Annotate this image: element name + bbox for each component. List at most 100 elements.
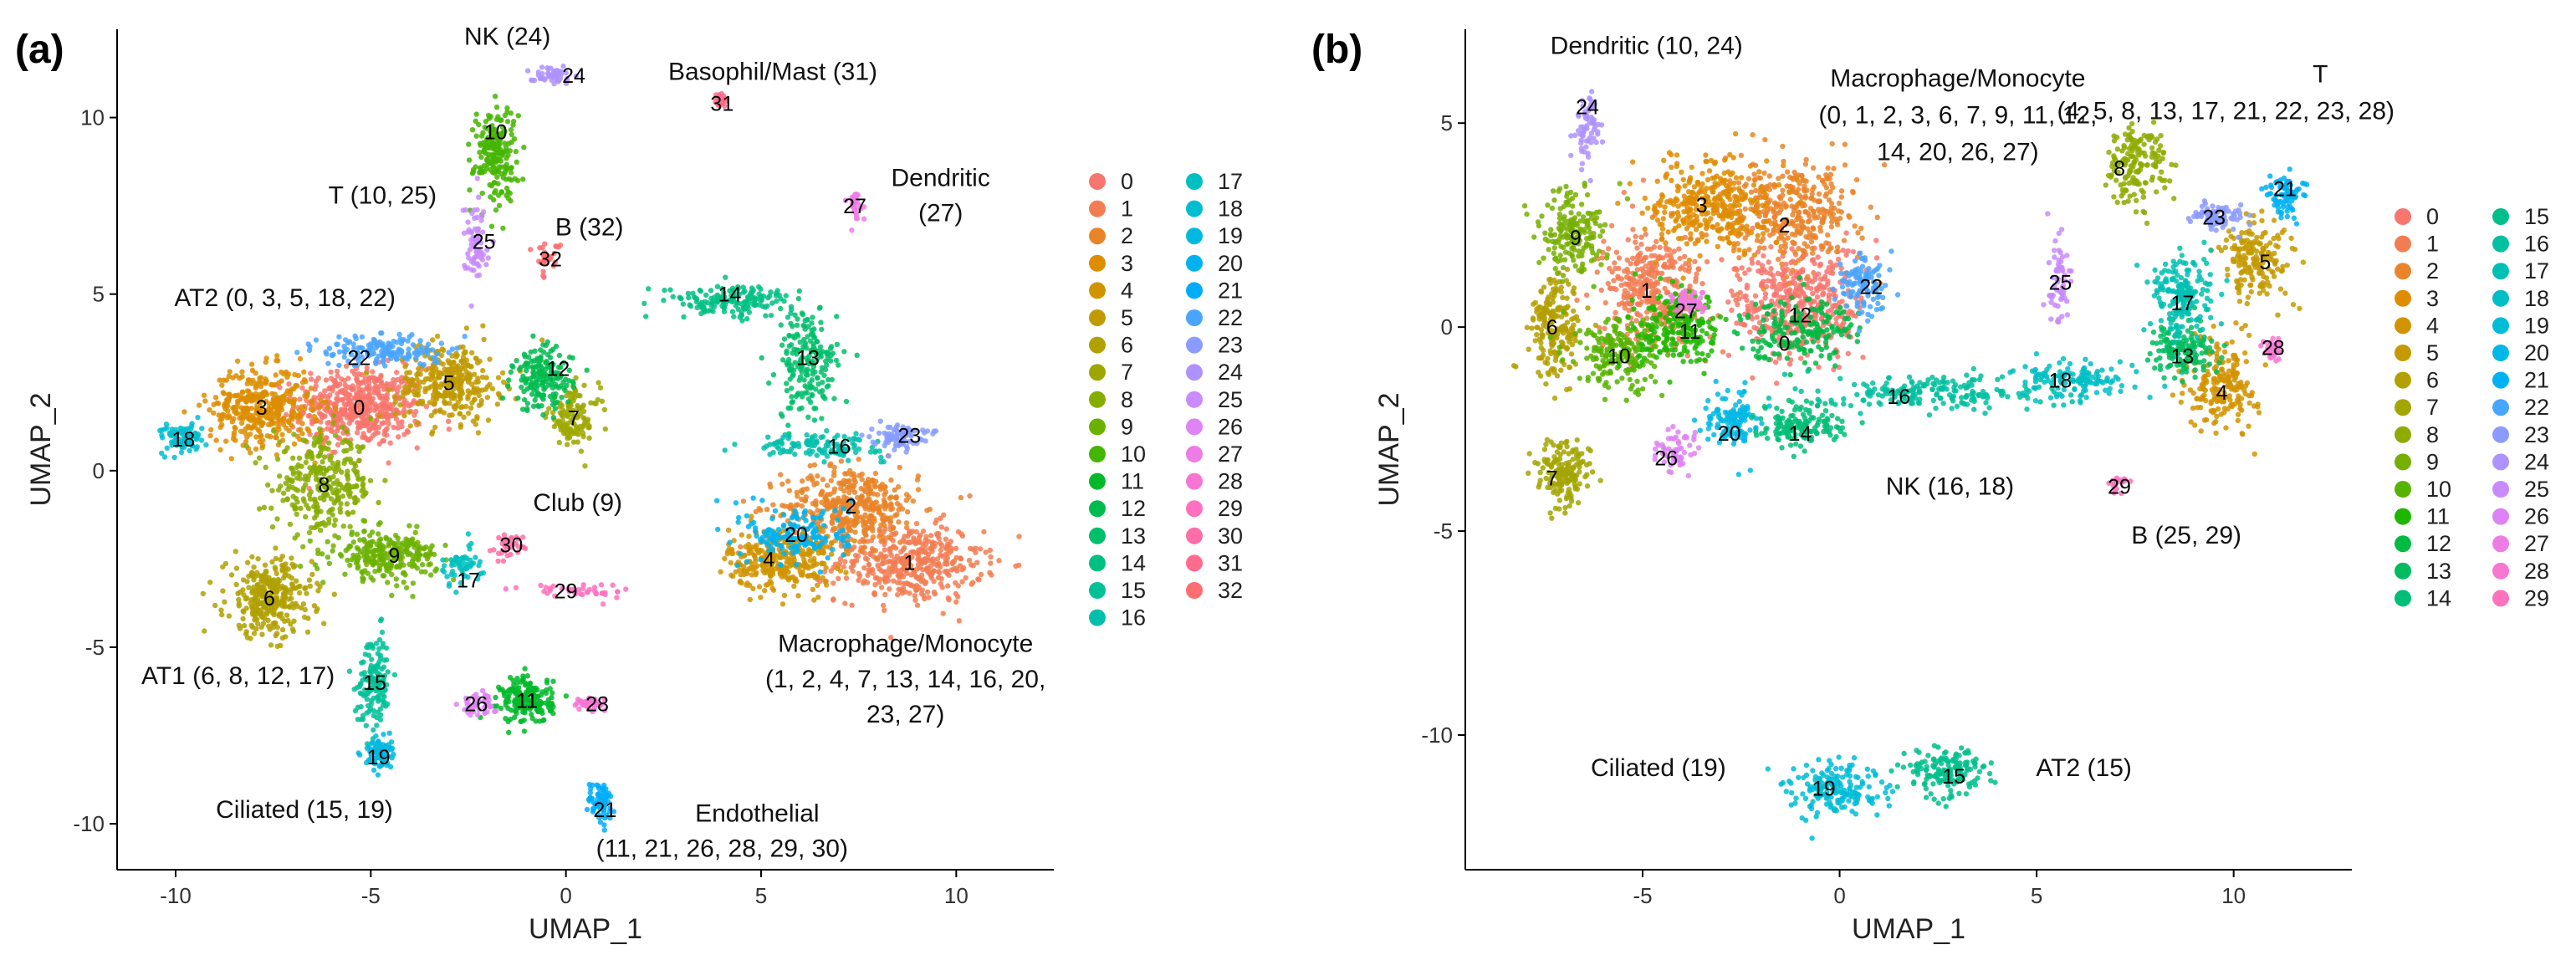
point bbox=[309, 571, 315, 578]
point bbox=[246, 585, 252, 590]
point bbox=[843, 569, 849, 575]
point bbox=[360, 444, 366, 450]
point bbox=[939, 585, 945, 590]
point bbox=[275, 576, 281, 583]
point bbox=[396, 434, 401, 440]
point bbox=[293, 486, 299, 493]
point bbox=[718, 569, 723, 575]
point bbox=[752, 296, 758, 302]
point bbox=[164, 425, 170, 431]
point bbox=[365, 410, 371, 416]
point bbox=[306, 577, 313, 583]
point bbox=[521, 145, 527, 151]
point bbox=[335, 425, 341, 432]
point bbox=[365, 385, 371, 391]
point bbox=[781, 551, 787, 557]
point bbox=[857, 548, 863, 554]
point bbox=[234, 411, 240, 416]
point bbox=[334, 396, 340, 402]
point bbox=[414, 445, 420, 451]
point bbox=[293, 412, 299, 418]
point bbox=[838, 485, 844, 492]
point bbox=[255, 556, 261, 562]
point bbox=[958, 494, 964, 501]
point bbox=[912, 597, 918, 603]
point bbox=[861, 580, 866, 586]
point bbox=[416, 365, 422, 372]
point bbox=[728, 550, 734, 556]
point bbox=[280, 490, 287, 496]
point bbox=[355, 383, 361, 389]
point bbox=[364, 365, 370, 371]
point bbox=[399, 378, 405, 384]
point bbox=[1013, 563, 1019, 569]
point bbox=[401, 562, 406, 568]
point bbox=[746, 534, 752, 539]
point bbox=[326, 560, 332, 566]
point bbox=[343, 363, 350, 369]
point bbox=[491, 180, 497, 186]
point bbox=[314, 605, 320, 612]
point bbox=[248, 361, 255, 367]
point bbox=[821, 459, 827, 465]
point bbox=[680, 301, 686, 307]
point bbox=[282, 618, 288, 624]
point bbox=[831, 597, 836, 603]
point bbox=[247, 432, 253, 437]
point bbox=[377, 717, 384, 723]
point bbox=[667, 287, 673, 293]
point bbox=[393, 411, 399, 417]
point bbox=[248, 622, 254, 628]
point bbox=[866, 492, 871, 498]
point bbox=[332, 377, 338, 384]
point bbox=[751, 552, 757, 558]
point bbox=[820, 575, 825, 581]
point bbox=[274, 516, 280, 522]
point bbox=[727, 539, 733, 545]
point bbox=[354, 531, 360, 537]
point bbox=[938, 552, 943, 558]
point bbox=[800, 572, 805, 578]
point bbox=[550, 415, 556, 421]
point bbox=[485, 417, 492, 423]
point bbox=[781, 592, 788, 599]
point bbox=[421, 545, 427, 551]
point bbox=[432, 424, 438, 431]
point bbox=[802, 326, 808, 332]
point bbox=[230, 405, 236, 411]
point bbox=[419, 562, 426, 568]
point bbox=[363, 723, 369, 728]
point bbox=[383, 656, 390, 663]
point bbox=[360, 579, 365, 585]
point bbox=[928, 533, 934, 539]
point bbox=[312, 496, 318, 503]
point bbox=[733, 569, 739, 575]
point bbox=[958, 555, 963, 562]
point bbox=[784, 387, 790, 394]
point bbox=[264, 433, 270, 439]
point bbox=[845, 524, 851, 530]
point bbox=[537, 370, 543, 375]
point bbox=[878, 454, 884, 460]
point bbox=[881, 459, 887, 465]
point bbox=[233, 392, 238, 399]
point bbox=[785, 478, 791, 484]
point bbox=[851, 474, 857, 480]
point bbox=[473, 111, 479, 117]
point bbox=[472, 396, 478, 402]
point bbox=[825, 554, 831, 561]
point bbox=[830, 547, 836, 553]
point bbox=[801, 551, 807, 557]
point bbox=[539, 337, 545, 343]
point bbox=[861, 539, 866, 544]
point bbox=[380, 393, 386, 399]
point bbox=[222, 560, 229, 567]
point bbox=[801, 377, 807, 383]
point bbox=[865, 525, 871, 531]
point bbox=[477, 559, 483, 564]
point bbox=[253, 385, 258, 391]
point bbox=[369, 425, 376, 432]
point bbox=[280, 421, 287, 427]
point bbox=[493, 187, 498, 194]
point bbox=[820, 477, 826, 483]
